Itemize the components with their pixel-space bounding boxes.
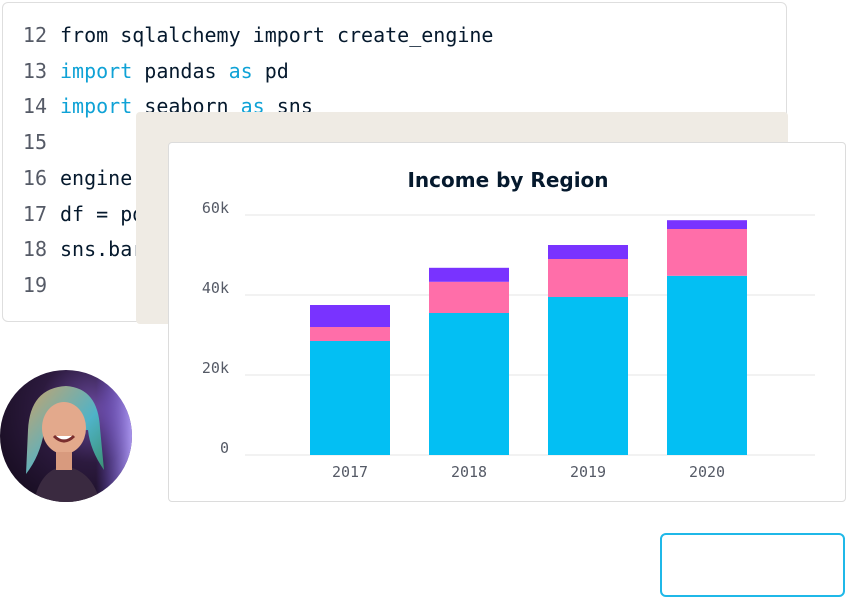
y-tick-label: 20k [202, 359, 229, 377]
y-tick-label: 40k [202, 279, 229, 297]
code-line: 13 import pandas as pd [3, 56, 289, 86]
y-tick-label: 60k [202, 199, 229, 217]
code-keyword: as [228, 58, 253, 83]
bar-segment [429, 267, 509, 282]
bar-segment [429, 313, 509, 455]
x-tick-label: 2020 [689, 463, 725, 481]
code-line: 12 from sqlalchemy import create_engine [3, 20, 494, 50]
x-tick-label: 2018 [451, 463, 487, 481]
line-number: 17 [22, 201, 47, 226]
bar-chart: Income by Region 0 20k 40k 60k 2017 2018 2019 2… [202, 168, 815, 481]
bar-segment [429, 281, 509, 313]
code-token: pandas [132, 58, 229, 83]
line-number: 13 [22, 58, 47, 83]
code-line: 18 sns.barp [3, 234, 156, 264]
x-tick-label: 2019 [570, 463, 606, 481]
y-tick-label: 0 [220, 439, 229, 457]
bar-segment [667, 220, 747, 229]
code-token: pd [252, 58, 289, 83]
bar-segment [548, 297, 628, 455]
code-token: from sqlalchemy import create_engine [60, 23, 494, 47]
code-line: 16 engine = [3, 163, 156, 193]
bar-segment [667, 275, 747, 455]
code-line: 19 [3, 270, 60, 300]
line-number: 19 [22, 272, 47, 297]
line-number: 12 [22, 23, 47, 47]
line-number: 14 [22, 94, 47, 119]
bar-segment [310, 341, 390, 455]
bar-segment [310, 305, 390, 327]
chart-title: Income by Region [407, 168, 608, 192]
code-line: 15 [3, 127, 60, 157]
bar-segment [310, 327, 390, 341]
code-keyword: import [60, 94, 133, 119]
chart-card: Income by Region 0 20k 40k 60k 2017 2018 2019 2… [168, 142, 846, 502]
code-text: import pandas as pd [60, 56, 289, 86]
line-number: 15 [22, 130, 47, 155]
user-avatar [0, 370, 132, 502]
code-keyword: import [60, 58, 133, 83]
x-tick-label: 2017 [332, 463, 368, 481]
input-box[interactable] [660, 533, 845, 597]
line-number: 18 [22, 237, 47, 262]
bar-segment [548, 259, 628, 297]
code-text: from sqlalchemy import create_engine [60, 20, 493, 50]
bar-segment [667, 229, 747, 276]
bar-segment [548, 245, 628, 259]
line-number: 16 [22, 165, 47, 190]
